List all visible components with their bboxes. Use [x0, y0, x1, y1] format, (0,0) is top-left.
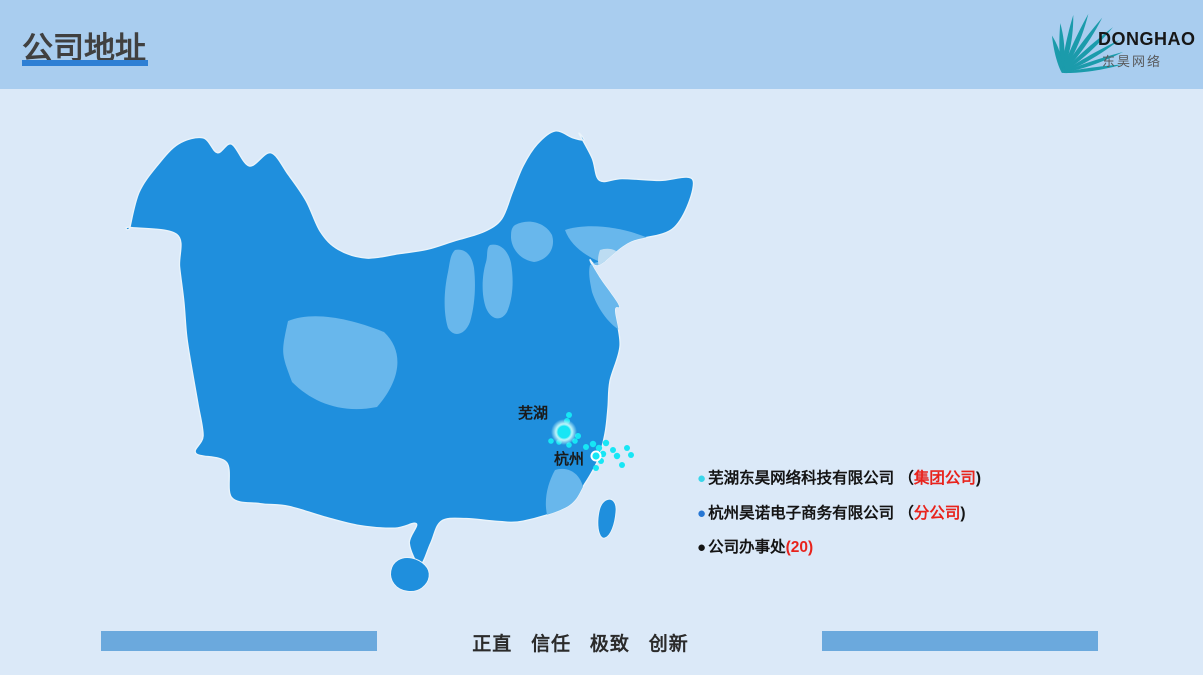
svg-text:芜湖: 芜湖 — [518, 404, 548, 422]
svg-text:杭州: 杭州 — [554, 450, 584, 468]
